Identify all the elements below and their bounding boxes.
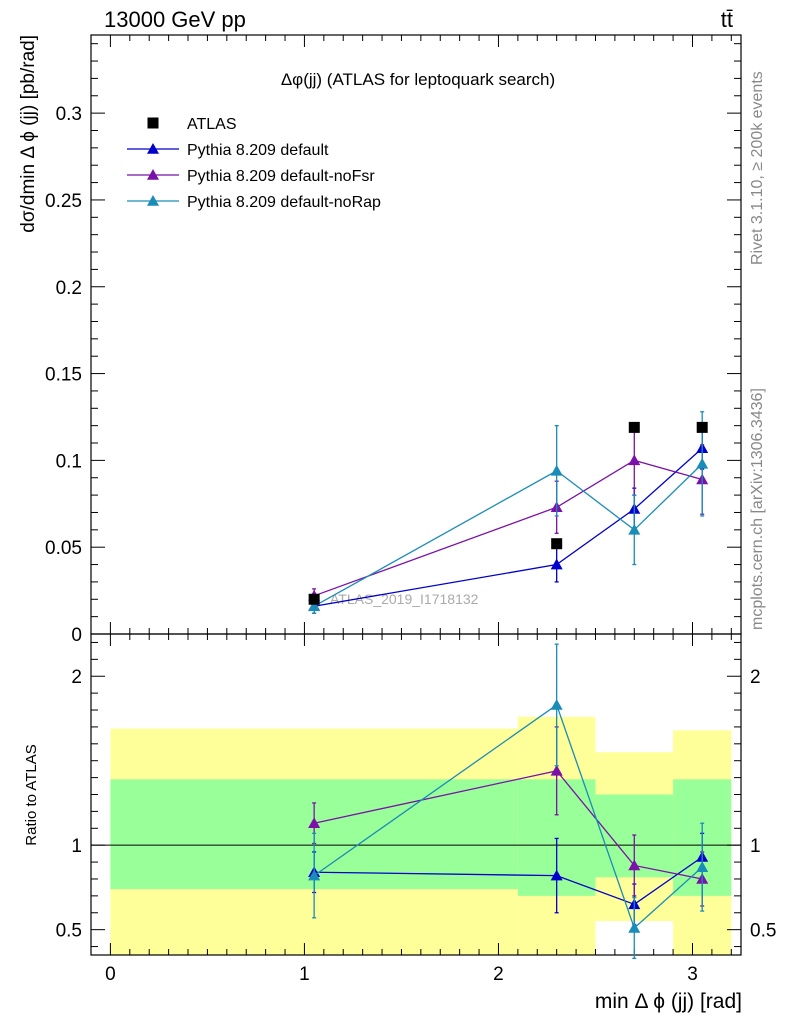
ratio-y-axis-label: Ratio to ATLAS (23, 744, 40, 845)
main-mc-point (550, 558, 563, 570)
ratio-mc-point (550, 698, 563, 710)
ratio-y-tick-label: 1 (71, 836, 82, 857)
main-series-line (313, 459, 703, 597)
ratio-series-line (314, 856, 703, 906)
y-tick-label: 0.15 (45, 365, 82, 386)
ratio-mc-point (550, 869, 563, 881)
ratio-series-line (313, 703, 703, 930)
main-series-line (314, 447, 703, 607)
energy-label: 13000 GeV pp (104, 7, 246, 32)
main-title: Δφ(jj) (ATLAS for leptoquark search) (281, 70, 555, 89)
y-tick-label: 0.2 (56, 278, 82, 299)
main-mc-point (696, 457, 709, 469)
main-series-line (313, 463, 703, 607)
legend-marker (147, 169, 159, 180)
ratio-y-tick-label-right: 2 (750, 667, 761, 688)
y-tick-label: 0.25 (45, 191, 82, 212)
legend-label: Pythia 8.209 default-noFsr (187, 168, 375, 185)
ratio-y-tick-label-right: 1 (750, 836, 761, 857)
ratio-mc-point (628, 859, 641, 871)
legend-marker (147, 117, 159, 129)
main-mc-point (308, 600, 321, 612)
ratio-y-tick-label: 0.5 (56, 921, 82, 942)
ratio-mc-point (550, 764, 563, 776)
x-tick-label: 2 (493, 964, 504, 985)
y-tick-label: 0 (71, 625, 82, 646)
main-mc-point (628, 523, 641, 535)
legend-marker (147, 195, 159, 206)
process-label: tt̄ (721, 7, 733, 32)
y-tick-label: 0.05 (45, 538, 82, 559)
legend-label: Pythia 8.209 default-noRap (187, 194, 381, 211)
legend-label: ATLAS (187, 116, 237, 133)
ratio-y-tick-label-right: 0.5 (750, 921, 776, 942)
ratio-y-tick-label: 2 (71, 667, 82, 688)
legend-marker (147, 143, 159, 154)
x-tick-label: 1 (299, 964, 310, 985)
main-data-point (551, 538, 563, 550)
legend-label: Pythia 8.209 default (187, 142, 329, 159)
x-tick-label: 0 (105, 964, 116, 985)
main-y-axis-label: dσ/dmin Δ ϕ (jj) [pb/rad] (18, 35, 39, 233)
y-tick-label: 0.3 (56, 104, 82, 125)
main-mc-point (550, 464, 563, 476)
main-data-point (628, 421, 640, 433)
ratio-mc-point (308, 869, 321, 881)
watermark: ATLAS_2019_I1718132 (330, 591, 479, 607)
main-data-point (696, 421, 708, 433)
main-data-point (308, 593, 320, 605)
x-axis-label: min Δ ϕ (jj) [rad] (595, 990, 742, 1013)
ratio-mc-point (696, 861, 709, 872)
y-tick-label: 0.1 (56, 451, 82, 472)
x-tick-label: 3 (687, 964, 698, 985)
ratio-mc-point (308, 817, 321, 829)
ratio-mc-point (628, 921, 641, 933)
rivet-label: Rivet 3.1.10, ≥ 200k events (749, 71, 766, 265)
main-mc-point (628, 454, 641, 466)
mcplots-label: mcplots.cern.ch [arXiv:1306.3436] (749, 388, 766, 630)
